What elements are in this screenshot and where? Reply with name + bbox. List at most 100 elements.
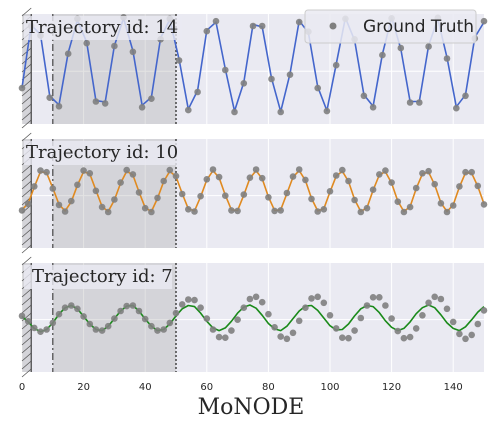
hatch-line [21, 220, 32, 230]
hatch-line [21, 188, 32, 198]
ground-truth-point [449, 318, 457, 326]
ground-truth-point [185, 206, 192, 213]
ground-truth-point [209, 166, 217, 173]
ground-truth-point [49, 319, 57, 327]
ground-truth-point [468, 168, 476, 176]
ground-truth-point [123, 166, 130, 174]
ground-truth-point [129, 171, 137, 178]
ground-truth-point [258, 298, 266, 306]
ground-truth-point [437, 295, 445, 303]
ground-truth-point [228, 327, 235, 334]
ground-truth-point [240, 80, 248, 87]
ground-truth-point [191, 296, 198, 304]
ground-truth-point [129, 302, 137, 309]
ground-truth-point [246, 295, 254, 303]
ground-truth-point [271, 324, 278, 331]
hatch-line [21, 132, 32, 142]
ground-truth-point [283, 335, 291, 343]
hatch-line [21, 352, 32, 362]
ground-truth-point [320, 206, 328, 213]
ground-truth-point [351, 196, 358, 204]
x-tick-label: 140 [444, 382, 463, 393]
ground-truth-point [480, 17, 488, 25]
ground-truth-point [18, 207, 26, 214]
ground-truth-point [480, 201, 488, 208]
ground-truth-point [339, 334, 346, 342]
ground-truth-point [314, 293, 322, 301]
ground-truth-point [43, 326, 50, 333]
ground-truth-point [302, 176, 309, 184]
ground-truth-point [222, 334, 229, 342]
ground-truth-point [453, 104, 460, 112]
hatch-line [21, 228, 32, 238]
ground-truth-point [172, 309, 180, 317]
ground-truth-point [212, 17, 220, 25]
ground-truth-point [265, 194, 272, 201]
ground-truth-point [172, 172, 180, 180]
ground-truth-point [74, 305, 81, 313]
ground-truth-point [101, 100, 109, 107]
ground-truth-point [382, 167, 389, 174]
ground-truth-point [141, 315, 149, 323]
ground-truth-point [369, 186, 377, 193]
ground-truth-point [419, 312, 426, 319]
legend: Ground Truth [304, 9, 477, 44]
ground-truth-point [191, 208, 198, 215]
ground-truth-point [129, 48, 137, 56]
ground-truth-point [80, 167, 87, 174]
ground-truth-point [369, 294, 377, 301]
ground-truth-point [61, 304, 69, 312]
panels: Trajectory id: 14 Trajectory id: 10 Trajec… [18, 7, 488, 378]
ground-truth-point [197, 304, 204, 312]
hatch-line [21, 336, 32, 346]
ground-truth-point [37, 328, 44, 336]
ground-truth-point [332, 61, 340, 69]
panel-title: Trajectory id: 10 [26, 142, 178, 163]
ground-truth-point [388, 179, 395, 186]
ground-truth-point [61, 208, 69, 215]
hatch-line [21, 328, 32, 338]
ground-truth-point [363, 302, 371, 309]
ground-truth-point [49, 185, 57, 192]
hatch-line [21, 296, 32, 306]
ground-truth-point [104, 322, 112, 330]
ground-truth-point [419, 170, 426, 177]
ground-truth-point [400, 334, 408, 342]
ground-truth-point [468, 331, 476, 339]
hatch-line [21, 360, 32, 370]
ground-truth-point [277, 207, 285, 214]
ground-truth-point [31, 324, 38, 332]
ground-truth-point [425, 167, 432, 175]
ground-truth-point [431, 293, 439, 301]
ground-truth-point [92, 98, 100, 105]
ground-truth-point [431, 180, 439, 188]
ground-truth-point [443, 305, 451, 313]
hatch-line [21, 63, 32, 73]
ground-truth-point [135, 307, 143, 315]
hatch-line [21, 172, 32, 182]
x-tick-label: 20 [77, 382, 90, 393]
hatch-line [21, 244, 32, 254]
ground-truth-point [160, 177, 167, 185]
panel-title-box [24, 265, 172, 289]
ground-truth-point [357, 314, 365, 322]
ground-truth-point [166, 166, 174, 174]
hatch-line [21, 164, 32, 174]
hatch-line [21, 288, 32, 298]
ground-truth-point [289, 329, 297, 337]
ground-truth-point [308, 295, 315, 302]
hatch-line [21, 236, 32, 246]
ground-truth-point [462, 168, 469, 176]
ground-truth-point [240, 191, 248, 198]
ground-truth-point [474, 182, 482, 190]
ground-truth-point [320, 299, 328, 307]
ground-truth-point [178, 190, 186, 198]
hatch-line [21, 312, 32, 322]
ground-truth-point [92, 326, 100, 333]
hatch-line [21, 95, 32, 105]
ground-truth-point [215, 173, 223, 181]
ground-truth-point [55, 310, 63, 318]
ground-truth-point [289, 173, 297, 180]
hatch-line [21, 212, 32, 222]
x-tick-label: 0 [19, 382, 25, 393]
